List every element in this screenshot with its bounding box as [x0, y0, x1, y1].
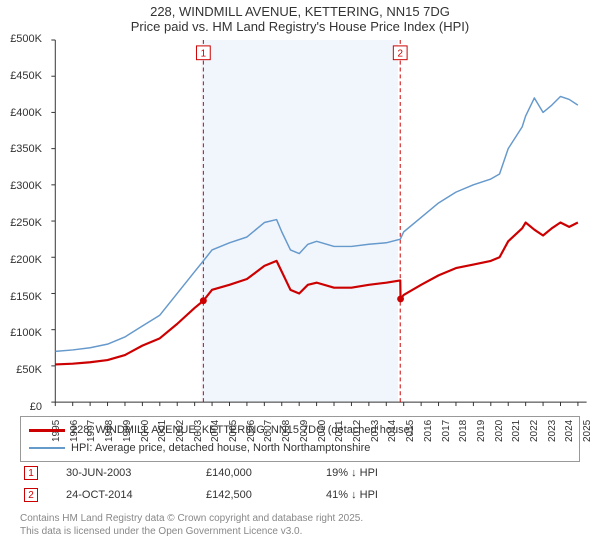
svg-text:2: 2 — [397, 49, 402, 60]
marker-table: 1 30-JUN-2003 £140,000 19% ↓ HPI 2 24-OC… — [20, 462, 580, 506]
ytick-label: £450K — [0, 70, 42, 82]
legend-swatch-blue — [29, 447, 65, 449]
legend-label-hpi: HPI: Average price, detached house, Nort… — [71, 442, 370, 454]
marker-row-2: 2 24-OCT-2014 £142,500 41% ↓ HPI — [20, 484, 580, 506]
title-block: 228, WINDMILL AVENUE, KETTERING, NN15 7D… — [0, 0, 600, 36]
chart-area: 12 £0£50K£100K£150K£200K£250K£300K£350K£… — [48, 40, 588, 408]
marker-diff-1: 19% ↓ HPI — [326, 467, 446, 479]
ytick-label: £50K — [0, 364, 42, 376]
chart-svg: 12 — [48, 40, 588, 408]
marker-price-1: £140,000 — [206, 467, 326, 479]
ytick-label: £100K — [0, 327, 42, 339]
marker-diff-2: 41% ↓ HPI — [326, 489, 446, 501]
footnote: Contains HM Land Registry data © Crown c… — [20, 512, 580, 538]
footnote-line-2: This data is licensed under the Open Gov… — [20, 525, 580, 538]
marker-badge-1: 1 — [24, 466, 38, 480]
marker-row-1: 1 30-JUN-2003 £140,000 19% ↓ HPI — [20, 462, 580, 484]
ytick-label: £300K — [0, 180, 42, 192]
legend-row-price-paid: 228, WINDMILL AVENUE, KETTERING, NN15 7D… — [29, 421, 571, 439]
marker-badge-2: 2 — [24, 488, 38, 502]
ytick-label: £200K — [0, 254, 42, 266]
legend-row-hpi: HPI: Average price, detached house, Nort… — [29, 439, 571, 457]
marker-price-2: £142,500 — [206, 489, 326, 501]
footnote-line-1: Contains HM Land Registry data © Crown c… — [20, 512, 580, 525]
ytick-label: £0 — [0, 401, 42, 413]
ytick-label: £400K — [0, 107, 42, 119]
marker-date-2: 24-OCT-2014 — [66, 489, 206, 501]
legend-label-price-paid: 228, WINDMILL AVENUE, KETTERING, NN15 7D… — [71, 424, 413, 436]
marker-date-1: 30-JUN-2003 — [66, 467, 206, 479]
title-line-2: Price paid vs. HM Land Registry's House … — [0, 19, 600, 34]
legend-swatch-red — [29, 429, 65, 432]
xtick-label: 2025 — [582, 412, 593, 442]
ytick-label: £150K — [0, 291, 42, 303]
ytick-label: £500K — [0, 33, 42, 45]
title-line-1: 228, WINDMILL AVENUE, KETTERING, NN15 7D… — [0, 4, 600, 19]
legend-box: 228, WINDMILL AVENUE, KETTERING, NN15 7D… — [20, 416, 580, 462]
ytick-label: £250K — [0, 217, 42, 229]
ytick-label: £350K — [0, 143, 42, 155]
chart-container: 228, WINDMILL AVENUE, KETTERING, NN15 7D… — [0, 0, 600, 560]
svg-text:1: 1 — [201, 49, 206, 60]
